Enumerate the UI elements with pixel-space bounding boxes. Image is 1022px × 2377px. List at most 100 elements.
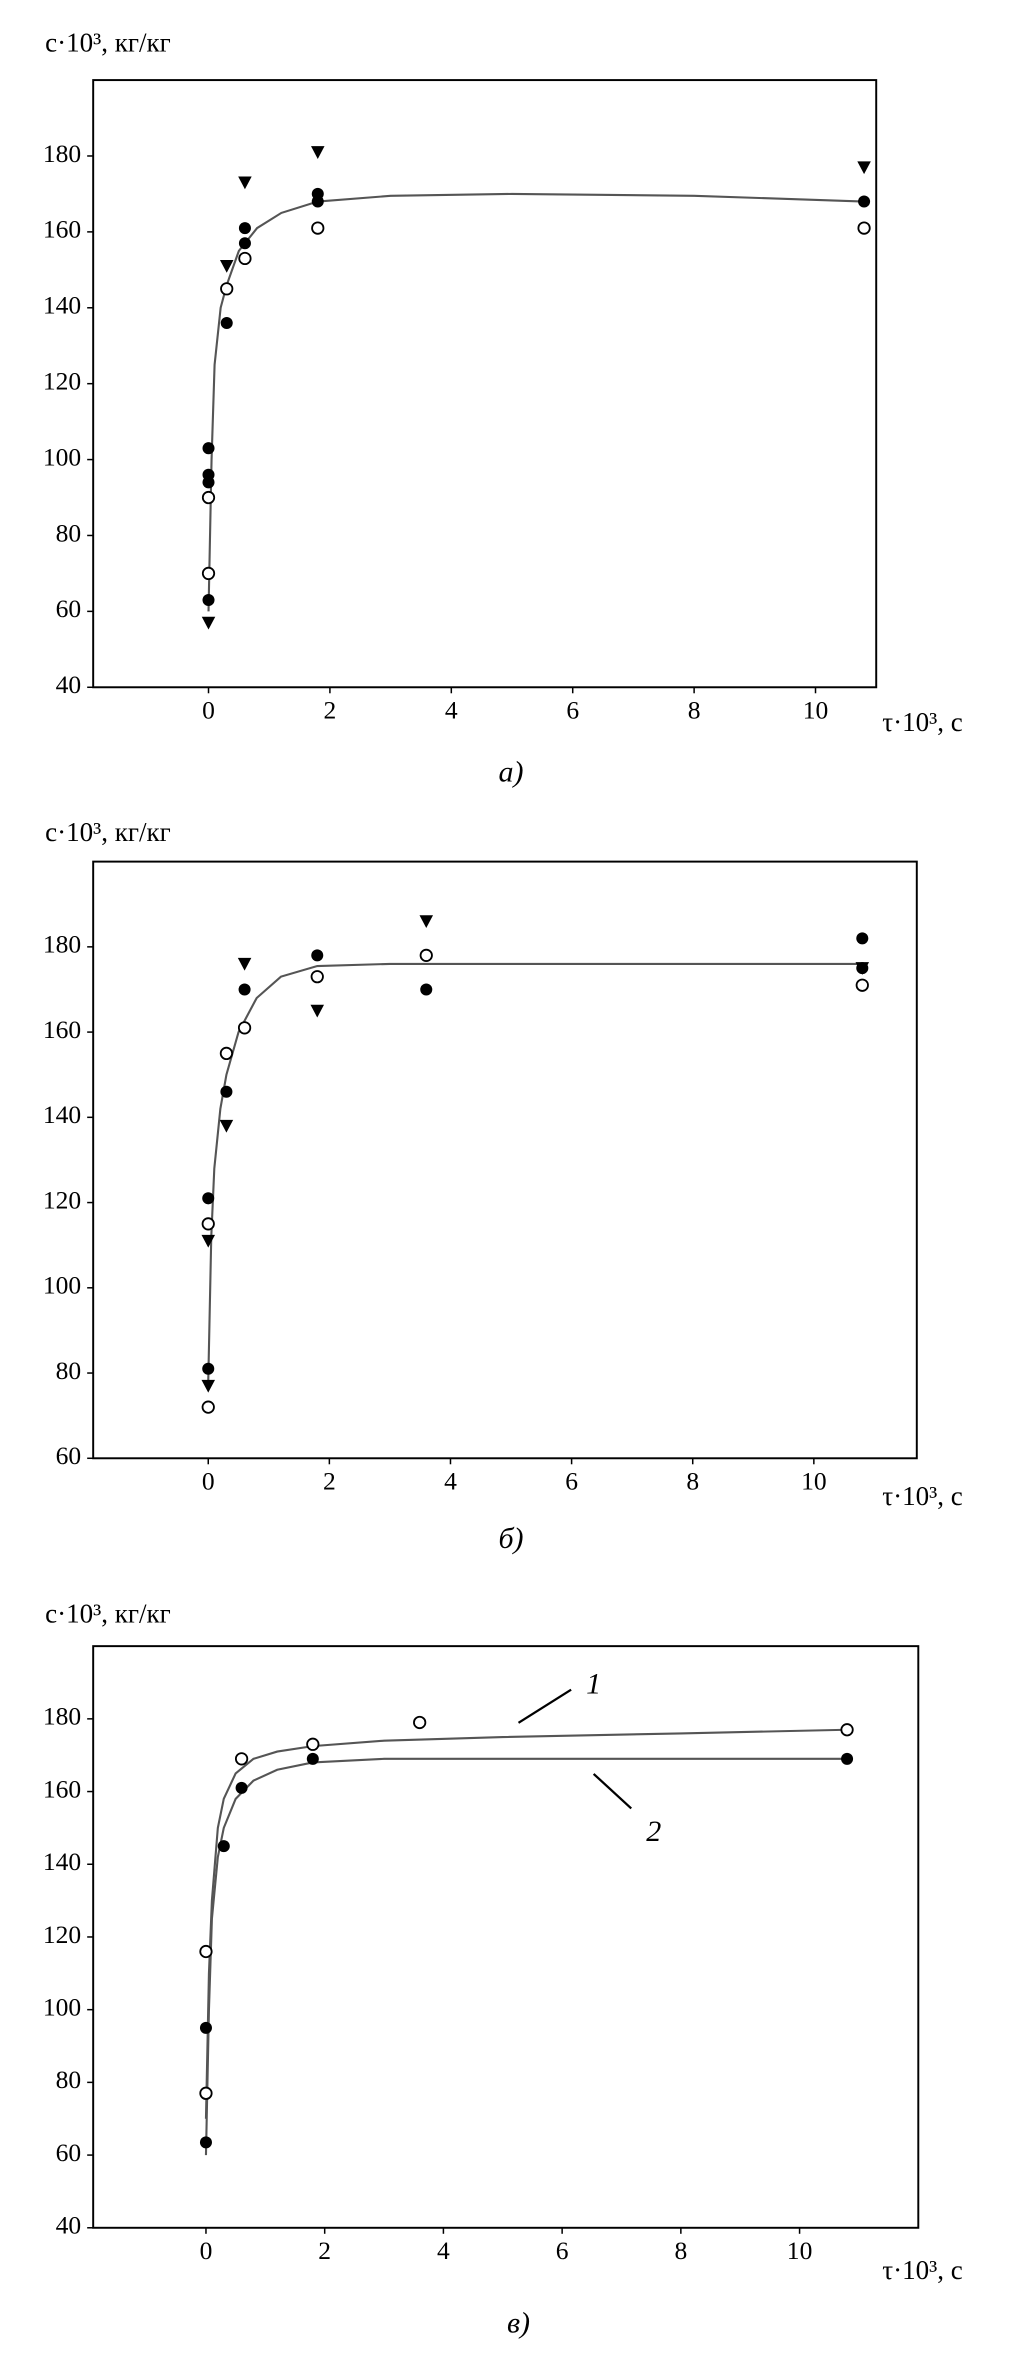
- filled-point: [238, 983, 251, 996]
- open-point: [234, 1752, 249, 1766]
- filled-point: [217, 1840, 230, 1853]
- y-tick-label: 160: [43, 215, 81, 244]
- filled-point: [420, 983, 433, 996]
- x-axis-label: τ·10³, с: [882, 707, 963, 737]
- filled-point: [311, 949, 324, 962]
- open-point: [413, 1715, 427, 1730]
- triangle-point: [855, 962, 870, 975]
- y-tick-label: 40: [56, 670, 82, 699]
- x-tick-label: 8: [674, 2236, 687, 2265]
- y-tick-label: 40: [56, 2211, 82, 2240]
- y-tick-label: 80: [56, 1356, 82, 1385]
- filled-point: [199, 2021, 212, 2034]
- x-tick-label: 4: [444, 1467, 457, 1496]
- y-tick-label: 180: [43, 139, 81, 168]
- y-axis-label: c·10³, кг/кг: [45, 817, 171, 847]
- open-point: [201, 490, 216, 505]
- open-point: [201, 1400, 215, 1414]
- y-tick-label: 60: [56, 594, 82, 623]
- open-point: [201, 1217, 215, 1231]
- caption: а): [498, 754, 523, 788]
- fit-curve: [204, 1757, 848, 2156]
- triangle-point: [310, 1004, 325, 1018]
- x-tick-label: 8: [686, 1467, 699, 1496]
- filled-point: [202, 593, 215, 606]
- open-point: [199, 1944, 213, 1959]
- caption: б): [498, 1521, 523, 1555]
- x-axis-label: τ·10³, с: [882, 2255, 963, 2285]
- open-point: [201, 566, 216, 581]
- y-tick-label: 140: [43, 291, 81, 320]
- leader-line: [517, 1688, 572, 1724]
- triangle-point: [238, 176, 252, 190]
- fit-curve: [204, 1728, 848, 2119]
- caption: в): [507, 2305, 530, 2339]
- open-point: [419, 948, 433, 962]
- open-point: [311, 221, 325, 235]
- filled-point: [238, 237, 251, 250]
- y-tick-label: 160: [43, 1774, 81, 1803]
- open-point: [220, 282, 234, 296]
- y-tick-label: 60: [56, 1441, 82, 1470]
- triangle-point: [419, 915, 434, 929]
- x-tick-label: 6: [565, 1467, 578, 1496]
- triangle-point: [857, 161, 871, 175]
- x-tick-label: 10: [787, 2236, 813, 2265]
- x-tick-label: 4: [437, 2236, 450, 2265]
- curve-label: 1: [586, 1667, 601, 1701]
- y-tick-label: 120: [43, 1920, 81, 1949]
- curve-label: 2: [646, 1814, 661, 1848]
- triangle-point: [201, 1379, 216, 1393]
- y-tick-label: 140: [43, 1100, 81, 1129]
- triangle-point: [311, 146, 325, 159]
- x-tick-label: 0: [200, 2236, 213, 2265]
- filled-point: [856, 932, 869, 945]
- triangle-point: [201, 1234, 216, 1248]
- filled-point: [220, 1085, 233, 1098]
- plot-frame: [92, 1645, 920, 2229]
- y-tick-label: 120: [43, 367, 81, 396]
- filled-point: [841, 1752, 854, 1765]
- filled-point: [238, 222, 251, 235]
- y-tick-label: 100: [43, 442, 81, 471]
- x-tick-label: 2: [318, 2236, 331, 2265]
- y-tick-label: 100: [43, 1271, 81, 1300]
- y-tick-label: 120: [43, 1185, 81, 1214]
- x-tick-label: 8: [688, 696, 701, 725]
- filled-point: [202, 442, 215, 455]
- filled-point: [202, 468, 215, 481]
- y-tick-label: 140: [43, 1847, 81, 1876]
- open-point: [306, 1737, 320, 1751]
- filled-point: [202, 1362, 215, 1375]
- triangle-point: [219, 1119, 234, 1133]
- x-tick-label: 10: [801, 1467, 827, 1496]
- filled-point: [199, 2136, 212, 2149]
- y-tick-label: 160: [43, 1015, 81, 1044]
- open-point: [238, 251, 252, 266]
- open-point: [219, 1046, 234, 1061]
- fit-curve: [207, 962, 863, 1382]
- leader-line: [592, 1773, 632, 1810]
- filled-point: [311, 187, 324, 200]
- y-axis-label: c·10³, кг/кг: [45, 28, 171, 58]
- y-tick-label: 100: [43, 1993, 81, 2022]
- open-point: [310, 970, 324, 984]
- x-tick-label: 0: [202, 1467, 215, 1496]
- filled-point: [858, 195, 871, 208]
- open-point: [199, 2086, 213, 2100]
- fit-curve: [207, 192, 865, 612]
- filled-point: [235, 1781, 248, 1794]
- y-tick-label: 180: [43, 1702, 81, 1731]
- y-tick-label: 60: [56, 2138, 82, 2167]
- open-point: [855, 978, 869, 992]
- x-tick-label: 10: [803, 696, 829, 725]
- triangle-point: [237, 957, 252, 971]
- y-axis-label: c·10³, кг/кг: [45, 1598, 171, 1628]
- open-point: [237, 1021, 252, 1035]
- x-tick-label: 6: [566, 696, 579, 725]
- x-tick-label: 6: [556, 2236, 569, 2265]
- x-axis-label: τ·10³, с: [882, 1481, 963, 1511]
- plot-frame: [92, 860, 918, 1460]
